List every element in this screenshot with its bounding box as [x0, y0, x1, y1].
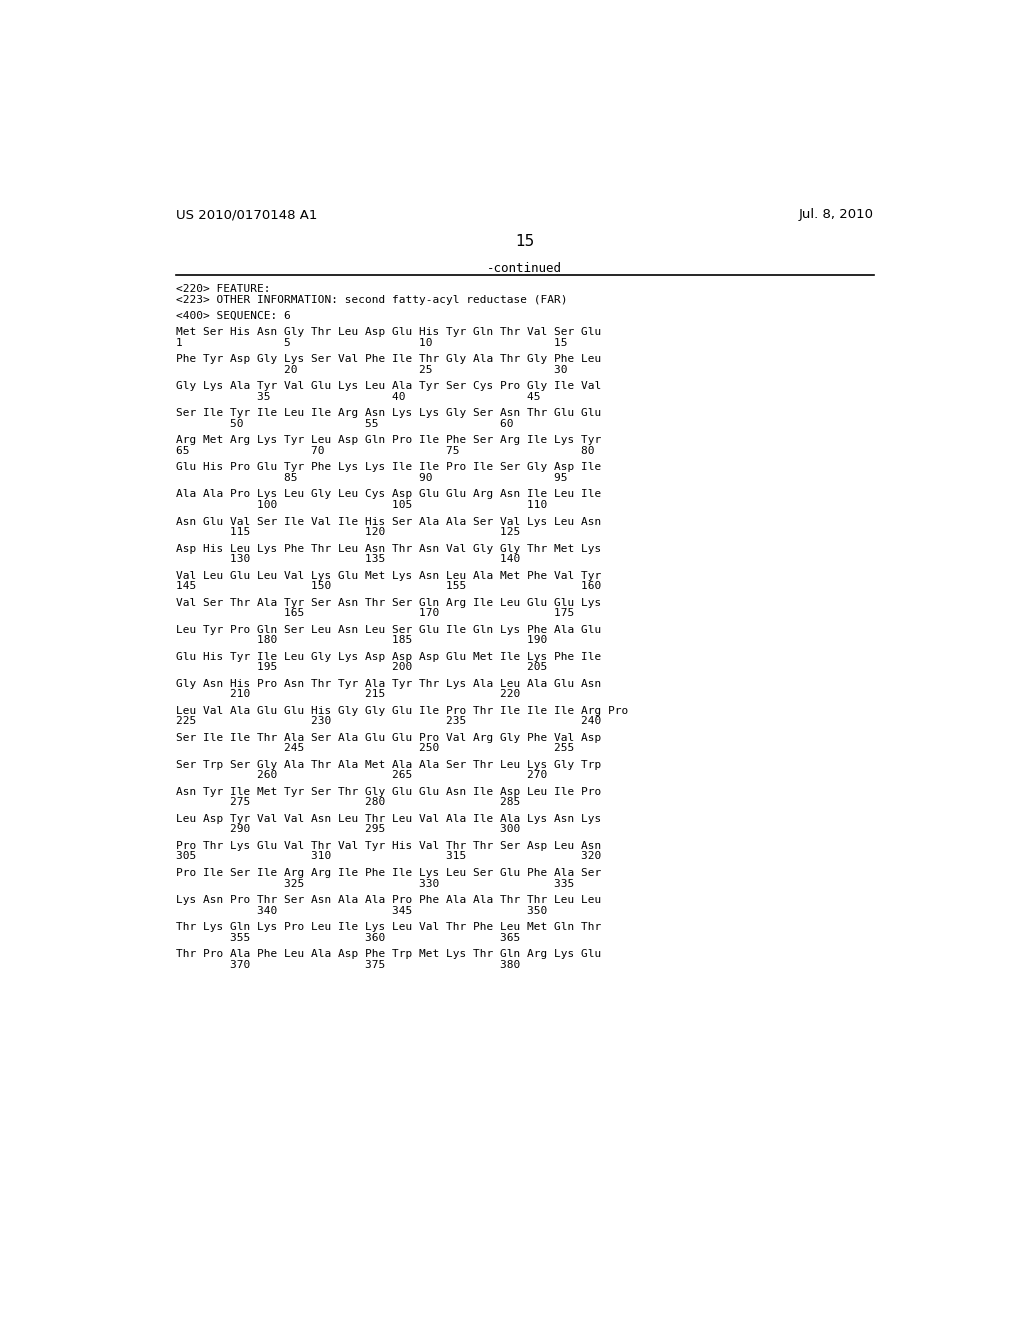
Text: Thr Lys Gln Lys Pro Leu Ile Lys Leu Val Thr Phe Leu Met Gln Thr: Thr Lys Gln Lys Pro Leu Ile Lys Leu Val … — [176, 921, 601, 932]
Text: Leu Asp Tyr Val Val Asn Leu Thr Leu Val Ala Ile Ala Lys Asn Lys: Leu Asp Tyr Val Val Asn Leu Thr Leu Val … — [176, 814, 601, 824]
Text: 275                 280                 285: 275 280 285 — [176, 797, 520, 808]
Text: 165                 170                 175: 165 170 175 — [176, 609, 574, 618]
Text: 65                  70                  75                  80: 65 70 75 80 — [176, 446, 595, 457]
Text: 290                 295                 300: 290 295 300 — [176, 825, 520, 834]
Text: Val Ser Thr Ala Tyr Ser Asn Thr Ser Gln Arg Ile Leu Glu Glu Lys: Val Ser Thr Ala Tyr Ser Asn Thr Ser Gln … — [176, 598, 601, 607]
Text: <223> OTHER INFORMATION: second fatty-acyl reductase (FAR): <223> OTHER INFORMATION: second fatty-ac… — [176, 294, 567, 305]
Text: 100                 105                 110: 100 105 110 — [176, 500, 547, 510]
Text: Phe Tyr Asp Gly Lys Ser Val Phe Ile Thr Gly Ala Thr Gly Phe Leu: Phe Tyr Asp Gly Lys Ser Val Phe Ile Thr … — [176, 354, 601, 364]
Text: 305                 310                 315                 320: 305 310 315 320 — [176, 851, 601, 862]
Text: 210                 215                 220: 210 215 220 — [176, 689, 520, 700]
Text: 130                 135                 140: 130 135 140 — [176, 554, 520, 564]
Text: Ala Ala Pro Lys Leu Gly Leu Cys Asp Glu Glu Arg Asn Ile Leu Ile: Ala Ala Pro Lys Leu Gly Leu Cys Asp Glu … — [176, 490, 601, 499]
Text: 115                 120                 125: 115 120 125 — [176, 527, 520, 537]
Text: Lys Asn Pro Thr Ser Asn Ala Ala Pro Phe Ala Ala Thr Thr Leu Leu: Lys Asn Pro Thr Ser Asn Ala Ala Pro Phe … — [176, 895, 601, 906]
Text: 225                 230                 235                 240: 225 230 235 240 — [176, 717, 601, 726]
Text: Glu His Pro Glu Tyr Phe Lys Lys Ile Ile Pro Ile Ser Gly Asp Ile: Glu His Pro Glu Tyr Phe Lys Lys Ile Ile … — [176, 462, 601, 473]
Text: Leu Val Ala Glu Glu His Gly Gly Glu Ile Pro Thr Ile Ile Ile Arg Pro: Leu Val Ala Glu Glu His Gly Gly Glu Ile … — [176, 706, 629, 715]
Text: 195                 200                 205: 195 200 205 — [176, 663, 547, 672]
Text: Asn Tyr Ile Met Tyr Ser Thr Gly Glu Glu Asn Ile Asp Leu Ile Pro: Asn Tyr Ile Met Tyr Ser Thr Gly Glu Glu … — [176, 787, 601, 797]
Text: 1               5                   10                  15: 1 5 10 15 — [176, 338, 567, 348]
Text: Gly Asn His Pro Asn Thr Tyr Ala Tyr Thr Lys Ala Leu Ala Glu Asn: Gly Asn His Pro Asn Thr Tyr Ala Tyr Thr … — [176, 678, 601, 689]
Text: 245                 250                 255: 245 250 255 — [176, 743, 574, 754]
Text: Thr Pro Ala Phe Leu Ala Asp Phe Trp Met Lys Thr Gln Arg Lys Glu: Thr Pro Ala Phe Leu Ala Asp Phe Trp Met … — [176, 949, 601, 958]
Text: 260                 265                 270: 260 265 270 — [176, 771, 547, 780]
Text: 145                 150                 155                 160: 145 150 155 160 — [176, 581, 601, 591]
Text: Asp His Leu Lys Phe Thr Leu Asn Thr Asn Val Gly Gly Thr Met Lys: Asp His Leu Lys Phe Thr Leu Asn Thr Asn … — [176, 544, 601, 553]
Text: Val Leu Glu Leu Val Lys Glu Met Lys Asn Leu Ala Met Phe Val Tyr: Val Leu Glu Leu Val Lys Glu Met Lys Asn … — [176, 570, 601, 581]
Text: -continued: -continued — [487, 263, 562, 276]
Text: Jul. 8, 2010: Jul. 8, 2010 — [799, 209, 873, 222]
Text: 50                  55                  60: 50 55 60 — [176, 418, 514, 429]
Text: Arg Met Arg Lys Tyr Leu Asp Gln Pro Ile Phe Ser Arg Ile Lys Tyr: Arg Met Arg Lys Tyr Leu Asp Gln Pro Ile … — [176, 436, 601, 445]
Text: 340                 345                 350: 340 345 350 — [176, 906, 547, 916]
Text: Met Ser His Asn Gly Thr Leu Asp Glu His Tyr Gln Thr Val Ser Glu: Met Ser His Asn Gly Thr Leu Asp Glu His … — [176, 327, 601, 338]
Text: Ser Trp Ser Gly Ala Thr Ala Met Ala Ala Ser Thr Leu Lys Gly Trp: Ser Trp Ser Gly Ala Thr Ala Met Ala Ala … — [176, 760, 601, 770]
Text: 370                 375                 380: 370 375 380 — [176, 960, 520, 970]
Text: Ser Ile Ile Thr Ala Ser Ala Glu Glu Pro Val Arg Gly Phe Val Asp: Ser Ile Ile Thr Ala Ser Ala Glu Glu Pro … — [176, 733, 601, 743]
Text: Ser Ile Tyr Ile Leu Ile Arg Asn Lys Lys Gly Ser Asn Thr Glu Glu: Ser Ile Tyr Ile Leu Ile Arg Asn Lys Lys … — [176, 408, 601, 418]
Text: US 2010/0170148 A1: US 2010/0170148 A1 — [176, 209, 317, 222]
Text: Glu His Tyr Ile Leu Gly Lys Asp Asp Asp Glu Met Ile Lys Phe Ile: Glu His Tyr Ile Leu Gly Lys Asp Asp Asp … — [176, 652, 601, 661]
Text: Leu Tyr Pro Gln Ser Leu Asn Leu Ser Glu Ile Gln Lys Phe Ala Glu: Leu Tyr Pro Gln Ser Leu Asn Leu Ser Glu … — [176, 624, 601, 635]
Text: 180                 185                 190: 180 185 190 — [176, 635, 547, 645]
Text: 15: 15 — [515, 234, 535, 249]
Text: 35                  40                  45: 35 40 45 — [176, 392, 541, 403]
Text: 355                 360                 365: 355 360 365 — [176, 932, 520, 942]
Text: 20                  25                  30: 20 25 30 — [176, 366, 567, 375]
Text: Pro Thr Lys Glu Val Thr Val Tyr His Val Thr Thr Ser Asp Leu Asn: Pro Thr Lys Glu Val Thr Val Tyr His Val … — [176, 841, 601, 851]
Text: Gly Lys Ala Tyr Val Glu Lys Leu Ala Tyr Ser Cys Pro Gly Ile Val: Gly Lys Ala Tyr Val Glu Lys Leu Ala Tyr … — [176, 381, 601, 392]
Text: Pro Ile Ser Ile Arg Arg Ile Phe Ile Lys Leu Ser Glu Phe Ala Ser: Pro Ile Ser Ile Arg Arg Ile Phe Ile Lys … — [176, 867, 601, 878]
Text: 325                 330                 335: 325 330 335 — [176, 879, 574, 888]
Text: Asn Glu Val Ser Ile Val Ile His Ser Ala Ala Ser Val Lys Leu Asn: Asn Glu Val Ser Ile Val Ile His Ser Ala … — [176, 516, 601, 527]
Text: <400> SEQUENCE: 6: <400> SEQUENCE: 6 — [176, 312, 291, 321]
Text: 85                  90                  95: 85 90 95 — [176, 473, 567, 483]
Text: <220> FEATURE:: <220> FEATURE: — [176, 284, 270, 294]
